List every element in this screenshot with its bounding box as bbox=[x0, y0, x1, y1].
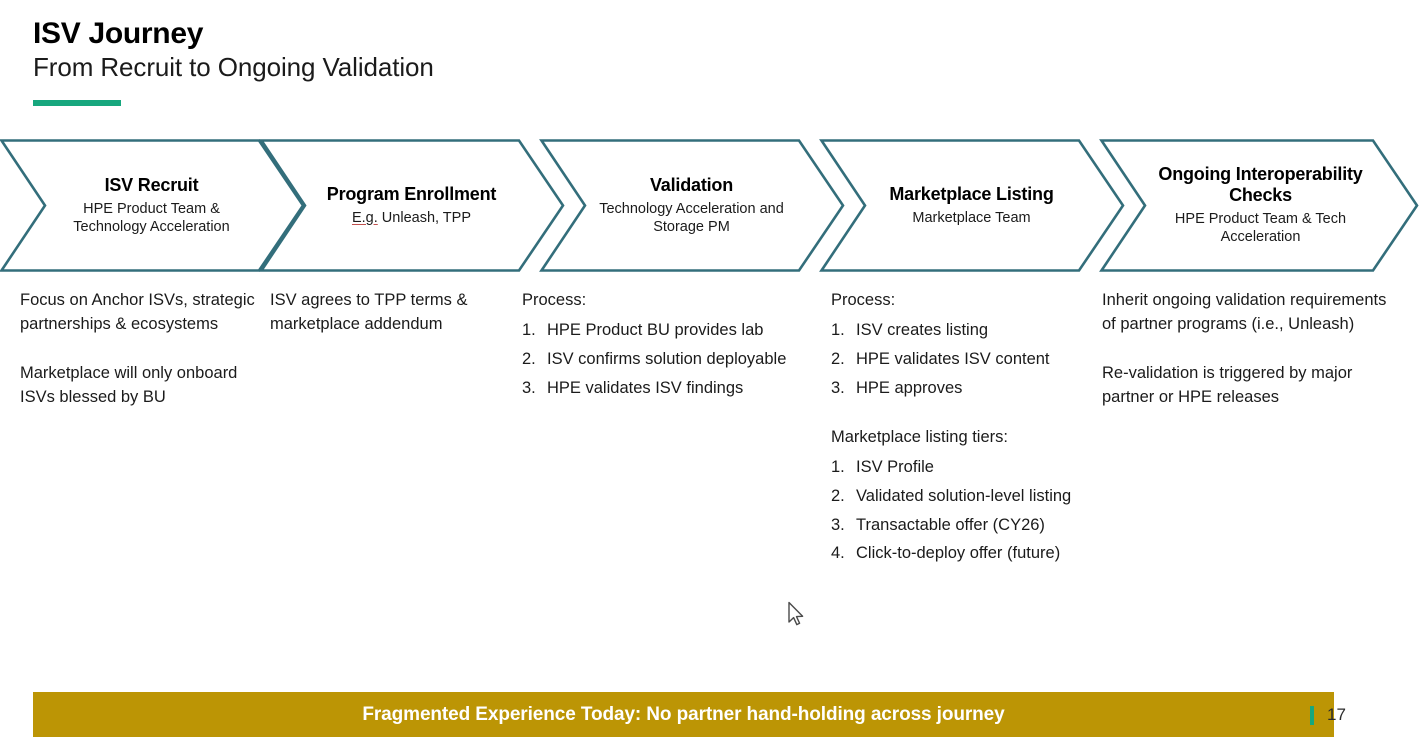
detail-column-marketplace-listing: Process: 1. ISV creates listing 2. HPE val… bbox=[831, 288, 1106, 570]
process-chevron-band: ISV Recruit HPE Product Team & Technolog… bbox=[0, 139, 1419, 272]
detail-paragraph: Re-validation is triggered by major part… bbox=[1102, 363, 1353, 407]
chevron-title: Ongoing Interoperability Checks bbox=[1158, 164, 1363, 206]
list-item-number: 3. bbox=[831, 378, 845, 397]
list-item-number: 2. bbox=[831, 350, 845, 369]
chevron-step-program-enrollment[interactable]: Program Enrollment E.g. Unleash, TPP bbox=[259, 139, 565, 272]
chevron-subtitle: HPE Product Team & Technology Accelerati… bbox=[73, 200, 230, 235]
list-item-number: 3. bbox=[831, 515, 845, 534]
detail-column-validation: Process: 1. HPE Product BU provides lab 2… bbox=[522, 288, 822, 405]
page-number: 17 bbox=[1327, 705, 1346, 724]
list-heading: Process: bbox=[522, 291, 587, 309]
chevron-step-ongoing-interoperability-checks[interactable]: Ongoing Interoperability Checks HPE Prod… bbox=[1099, 139, 1419, 272]
numbered-list: 1. HPE Product BU provides lab 2. ISV conf… bbox=[522, 318, 822, 400]
detail-column-program-enrollment: ISV agrees to TPP terms & marketplace ad… bbox=[270, 288, 510, 337]
list-heading: Process: bbox=[831, 291, 896, 309]
list-item-number: 2. bbox=[831, 486, 845, 505]
spacer bbox=[831, 405, 1106, 425]
accent-bar bbox=[33, 100, 121, 107]
detail-column-isv-recruit: Focus on Anchor ISVs, strategic partners… bbox=[20, 288, 258, 410]
page-subtitle: From Recruit to Ongoing Validation bbox=[33, 52, 434, 83]
list-item-label: ISV creates listing bbox=[856, 321, 989, 340]
list-item-number: 2. bbox=[522, 350, 536, 369]
list-item-label: ISV confirms solution deployable bbox=[547, 350, 787, 369]
chevron-title: Validation bbox=[649, 174, 734, 195]
list-item: 1. ISV creates listing bbox=[831, 318, 1106, 343]
detail-paragraph: Inherit ongoing validation requirements … bbox=[1102, 291, 1387, 334]
title-block: ISV Journey From Recruit to Ongoing Vali… bbox=[33, 17, 434, 107]
list-item-number: 1. bbox=[522, 321, 536, 340]
list-item-number: 1. bbox=[831, 321, 845, 340]
detail-column-ongoing-interoperability: Inherit ongoing validation requirements … bbox=[1102, 288, 1392, 410]
numbered-list: 1. ISV creates listing 2. HPE validates IS… bbox=[831, 318, 1106, 400]
mouse-cursor-icon bbox=[788, 601, 804, 626]
list-item-label: Click-to-deploy offer (future) bbox=[856, 544, 1061, 563]
list-item-label: ISV Profile bbox=[856, 458, 934, 477]
list-item: 1. HPE Product BU provides lab bbox=[522, 318, 822, 343]
list-item-label: HPE approves bbox=[856, 378, 963, 397]
numbered-list: 1. ISV Profile 2. Validated solution-level… bbox=[831, 455, 1106, 566]
list-item: 3. HPE approves bbox=[831, 376, 1106, 401]
chevron-subtitle: Technology Acceleration and Storage PM bbox=[599, 200, 784, 235]
list-heading: Marketplace listing tiers: bbox=[831, 427, 1008, 446]
chevron-title: ISV Recruit bbox=[104, 174, 199, 195]
chevron-subtitle: E.g. Unleash, TPP bbox=[352, 209, 471, 227]
detail-paragraph: Focus on Anchor ISVs, strategic partners… bbox=[20, 291, 255, 334]
list-item-number: 4. bbox=[831, 544, 845, 563]
list-item-label: Validated solution-level listing bbox=[856, 486, 1072, 505]
list-item-number: 3. bbox=[522, 378, 536, 397]
bottom-callout-banner: Fragmented Experience Today: No partner … bbox=[33, 692, 1334, 737]
chevron-shape-icon bbox=[259, 139, 565, 272]
list-item-label: HPE validates ISV findings bbox=[547, 378, 744, 397]
list-item: 4. Click-to-deploy offer (future) bbox=[831, 541, 1106, 566]
page-number-group: 17 bbox=[1310, 705, 1346, 725]
chevron-subtitle-rest: Unleash, TPP bbox=[377, 209, 472, 226]
chevron-title: Marketplace Listing bbox=[889, 183, 1054, 204]
chevron-subtitle: Marketplace Team bbox=[912, 209, 1031, 226]
chevron-subtitle-prefix: E.g. bbox=[351, 209, 378, 226]
list-item-label: HPE validates ISV content bbox=[856, 350, 1050, 369]
chevron-shape-icon bbox=[539, 139, 845, 272]
page-title: ISV Journey bbox=[33, 17, 204, 50]
detail-paragraph: ISV agrees to TPP terms & marketplace ad… bbox=[270, 291, 468, 334]
chevron-shape-icon bbox=[819, 139, 1125, 272]
list-item: 2. HPE validates ISV content bbox=[831, 347, 1106, 372]
detail-paragraph: Marketplace will only onboard ISVs bless… bbox=[20, 363, 238, 407]
list-item: 1. ISV Profile bbox=[831, 455, 1106, 480]
chevron-subtitle: HPE Product Team & Tech Acceleration bbox=[1174, 211, 1347, 246]
chevron-step-validation[interactable]: Validation Technology Acceleration and S… bbox=[539, 139, 845, 272]
list-item-number: 1. bbox=[831, 458, 845, 477]
list-item: 3. Transactable offer (CY26) bbox=[831, 513, 1106, 538]
chevron-step-isv-recruit[interactable]: ISV Recruit HPE Product Team & Technolog… bbox=[0, 139, 305, 272]
list-item-label: HPE Product BU provides lab bbox=[547, 321, 764, 340]
chevron-shape-icon bbox=[0, 139, 305, 272]
page-tick-icon bbox=[1310, 705, 1314, 725]
chevron-step-marketplace-listing[interactable]: Marketplace Listing Marketplace Team bbox=[819, 139, 1125, 272]
bottom-callout-text: Fragmented Experience Today: No partner … bbox=[362, 703, 1005, 725]
list-item: 2. ISV confirms solution deployable bbox=[522, 347, 822, 372]
chevron-shape-icon bbox=[1099, 139, 1419, 272]
list-item-label: Transactable offer (CY26) bbox=[856, 515, 1045, 534]
chevron-title: Program Enrollment bbox=[326, 183, 497, 204]
list-item: 3. HPE validates ISV findings bbox=[522, 376, 822, 401]
list-item: 2. Validated solution-level listing bbox=[831, 484, 1106, 509]
